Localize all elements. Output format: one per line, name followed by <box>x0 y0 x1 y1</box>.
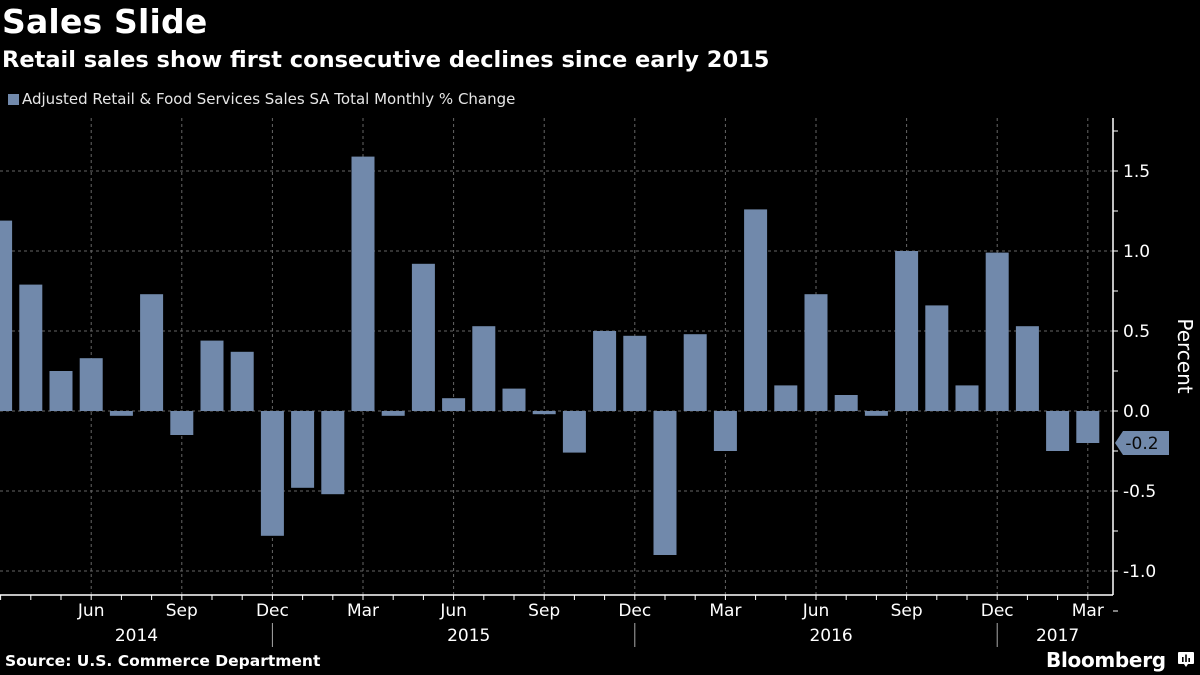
bar <box>19 284 43 411</box>
x-tick-label: Sep <box>891 601 923 621</box>
y-tick-label: 0.0 <box>1123 402 1150 422</box>
bar <box>834 395 858 411</box>
x-tick-label: Sep <box>166 601 198 621</box>
chart-title: Sales Slide <box>2 2 208 41</box>
legend-label: Adjusted Retail & Food Services Sales SA… <box>22 90 516 108</box>
bar <box>230 351 254 411</box>
bar <box>49 371 73 411</box>
y-axis: 1.5 1.0 0.5 0.0 -0.5 -1.0 Percent -0.2 <box>1112 118 1197 612</box>
bars <box>0 156 1100 555</box>
bar <box>653 411 677 555</box>
bar <box>593 331 617 411</box>
bar <box>713 411 737 451</box>
bar <box>925 305 949 411</box>
y-tick-label: -0.5 <box>1123 482 1156 502</box>
legend-swatch <box>8 93 19 105</box>
bar <box>502 388 526 411</box>
bar <box>472 326 496 411</box>
bar <box>140 294 164 411</box>
bar <box>1046 411 1070 451</box>
x-tick-label: Mar <box>347 601 379 621</box>
y-tick-label: 0.5 <box>1123 322 1150 342</box>
x-tick-label: Jun <box>802 601 830 621</box>
bar <box>351 156 375 411</box>
bar <box>955 385 979 411</box>
bar <box>1015 326 1039 411</box>
x-year-label: 2017 <box>1036 626 1079 646</box>
source-note: Source: U.S. Commerce Department <box>5 652 321 670</box>
bar <box>260 411 284 536</box>
bar <box>744 209 768 411</box>
legend: Adjusted Retail & Food Services Sales SA… <box>8 90 515 108</box>
bar <box>321 411 345 495</box>
bar <box>532 411 556 415</box>
bar <box>864 411 888 416</box>
bloomberg-logo: Bloomberg <box>1046 648 1166 672</box>
bar <box>442 398 466 411</box>
x-year-label: 2015 <box>447 626 490 646</box>
bar <box>381 411 405 416</box>
y-tick-label: -1.0 <box>1123 562 1156 582</box>
bloomberg-chart-icon <box>1178 652 1194 667</box>
y-axis-title: Percent <box>1173 318 1197 393</box>
bar <box>683 334 707 411</box>
bar <box>1076 411 1100 443</box>
last-value-callout <box>1115 431 1169 455</box>
bar <box>291 411 315 488</box>
bar <box>109 411 133 416</box>
x-tick-label: Jun <box>439 601 467 621</box>
bar <box>411 263 435 411</box>
bar <box>774 385 798 411</box>
y-tick-label: 1.5 <box>1123 162 1150 182</box>
x-tick-label: Sep <box>528 601 560 621</box>
x-tick-label: Jun <box>77 601 105 621</box>
bar <box>623 335 647 411</box>
bar <box>170 411 194 435</box>
x-tick-label: Mar <box>1072 601 1104 621</box>
x-tick-label: Dec <box>618 601 651 621</box>
bar <box>562 411 586 453</box>
bar <box>985 252 1009 411</box>
x-tick-label: Dec <box>981 601 1014 621</box>
bar <box>79 358 103 411</box>
x-tick-label: Mar <box>709 601 741 621</box>
bar <box>804 294 828 411</box>
x-year-label: 2014 <box>115 626 158 646</box>
x-tick-label: Dec <box>256 601 289 621</box>
x-axis: Jun Sep Dec Mar Jun Sep Dec Mar Jun Sep Dec Mar 2014… <box>0 594 1113 647</box>
x-year-label: 2016 <box>809 626 852 646</box>
bar <box>895 251 919 411</box>
last-value-label: -0.2 <box>1125 434 1158 454</box>
y-tick-label: 1.0 <box>1123 242 1150 262</box>
chart-subtitle: Retail sales show first consecutive decl… <box>2 47 770 73</box>
bar <box>0 220 13 411</box>
bar <box>200 340 224 411</box>
